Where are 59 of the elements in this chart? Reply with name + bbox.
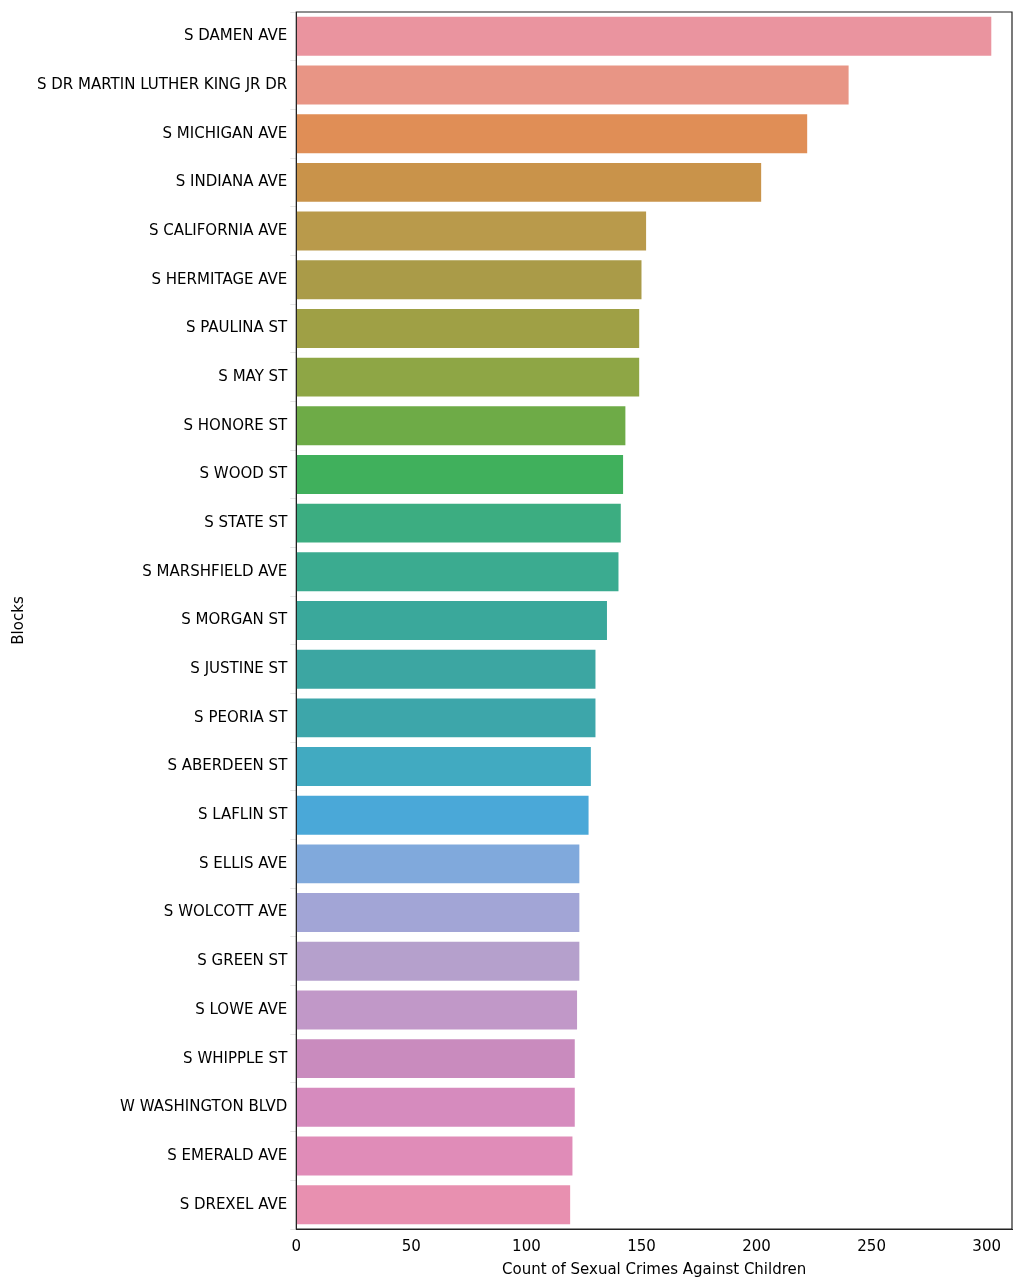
- bar: [296, 114, 808, 154]
- bar: [296, 893, 580, 933]
- y-tick-label: S MAY ST: [218, 366, 289, 385]
- y-tick-label: S DAMEN AVE: [184, 26, 288, 45]
- bar: [296, 16, 992, 56]
- x-axis-title: Count of Sexual Crimes Against Children: [502, 1259, 807, 1278]
- bar: [296, 1039, 575, 1079]
- y-axis-title: Blocks: [8, 596, 27, 645]
- y-tick-label: S LOWE AVE: [195, 999, 288, 1018]
- bar: [296, 698, 596, 738]
- bar: [296, 406, 626, 446]
- bar: [296, 503, 621, 543]
- bar: [296, 357, 640, 397]
- bar: [296, 990, 578, 1030]
- x-tick-label: 150: [627, 1236, 656, 1255]
- y-tick-label: S ABERDEEN ST: [167, 756, 289, 775]
- bar: [296, 552, 619, 592]
- y-tick-label: S HERMITAGE AVE: [151, 269, 288, 288]
- y-tick-label: S MICHIGAN AVE: [162, 123, 288, 142]
- bar: [296, 65, 849, 105]
- y-tick-label: S CALIFORNIA AVE: [148, 220, 288, 239]
- y-tick-label: S WHIPPLE ST: [183, 1048, 289, 1067]
- x-tick-label: 0: [291, 1236, 302, 1255]
- y-tick-label: S PEORIA ST: [194, 707, 289, 726]
- bar: [296, 1185, 571, 1225]
- y-tick-label: S PAULINA ST: [185, 318, 289, 337]
- y-tick-label: S LAFLIN ST: [197, 805, 289, 824]
- y-tick-label: S STATE ST: [204, 513, 289, 532]
- y-tick-label: S EMERALD AVE: [167, 1145, 288, 1164]
- bar: [296, 1087, 575, 1127]
- x-tick-label: 200: [742, 1236, 771, 1255]
- y-tick-label: S JUSTINE ST: [190, 659, 289, 678]
- bar: [296, 844, 580, 884]
- bar: [296, 454, 624, 494]
- y-tick-label: S MORGAN ST: [181, 610, 289, 629]
- y-tick-label: S ELLIS AVE: [199, 853, 288, 872]
- bar: [296, 1136, 573, 1176]
- x-tick-label: 100: [512, 1236, 541, 1255]
- x-tick-label: 250: [857, 1236, 886, 1255]
- bar: [296, 747, 591, 787]
- bar: [296, 308, 640, 348]
- x-tick-label: 50: [401, 1236, 421, 1255]
- bar: [296, 601, 607, 640]
- y-tick-label: S INDIANA AVE: [175, 172, 288, 191]
- y-tick-label: S DR MARTIN LUTHER KING JR DR: [36, 74, 288, 93]
- y-tick-label: S HONORE ST: [183, 415, 289, 434]
- y-tick-label: W WASHINGTON BLVD: [120, 1097, 288, 1116]
- bar: [296, 260, 642, 300]
- bar: [296, 162, 762, 202]
- y-tick-label: S WOOD ST: [199, 464, 289, 483]
- y-tick-label: S DREXEL AVE: [179, 1194, 288, 1213]
- bar: [296, 649, 596, 689]
- bar: [296, 211, 647, 251]
- y-tick-label: S GREEN ST: [197, 951, 289, 970]
- bar: [296, 795, 589, 835]
- y-tick-label: S MARSHFIELD AVE: [142, 561, 288, 580]
- x-tick-label: 300: [972, 1236, 1002, 1255]
- bar: [296, 941, 580, 981]
- y-tick-label: S WOLCOTT AVE: [163, 902, 288, 921]
